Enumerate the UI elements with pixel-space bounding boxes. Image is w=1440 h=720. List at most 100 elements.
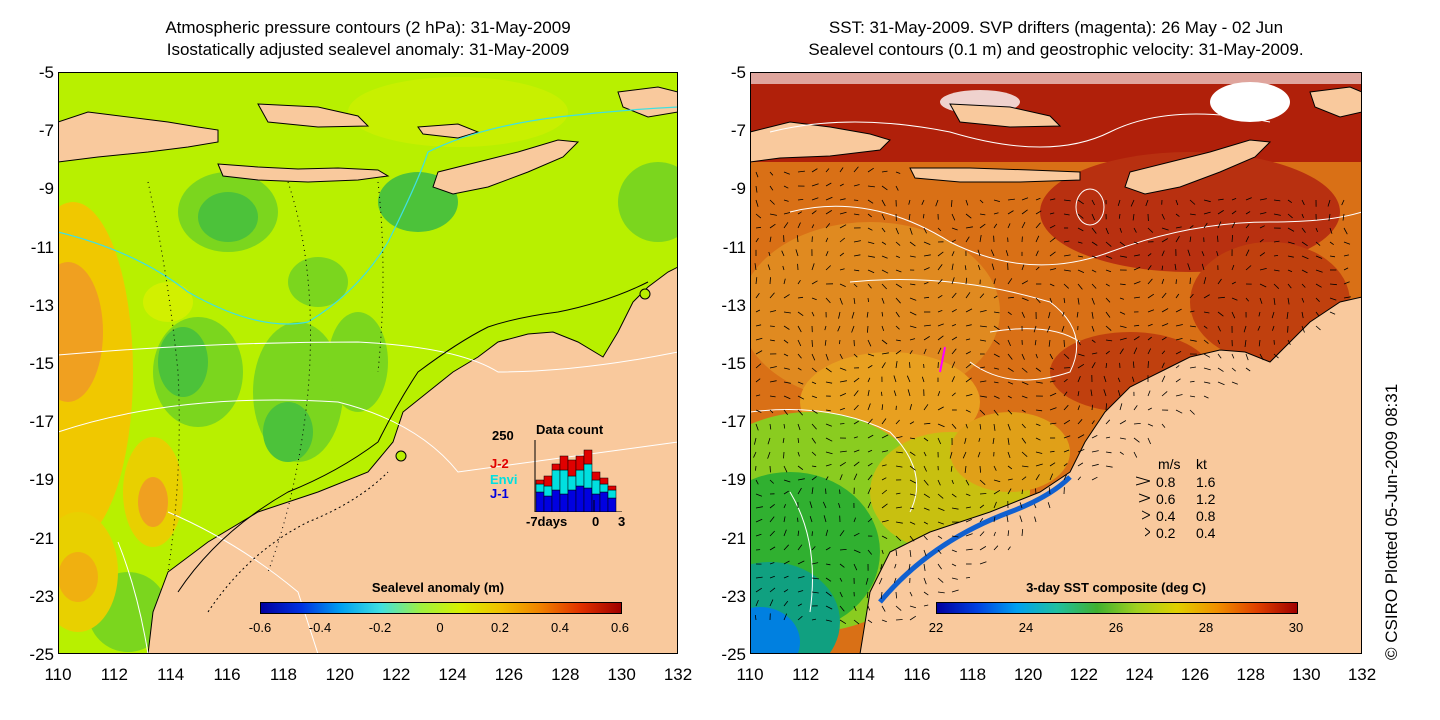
velocity-arrow xyxy=(1175,199,1179,206)
velocity-arrow xyxy=(1161,250,1165,257)
velocity-arrow xyxy=(1301,227,1306,233)
velocity-arrow xyxy=(1301,325,1305,333)
velocity-arrow xyxy=(1035,488,1037,495)
velocity-arrow xyxy=(1035,474,1040,481)
velocity-arrow xyxy=(783,504,786,509)
right-x-tick-label: 128 xyxy=(1236,665,1265,684)
velocity-arrow xyxy=(923,267,930,271)
velocity-arrow xyxy=(1035,423,1041,426)
velocity-arrow xyxy=(993,339,1000,345)
velocity-arrow xyxy=(1315,227,1318,233)
velocity-arrow xyxy=(783,339,789,344)
left-colorbar-label: -0.6 xyxy=(248,620,272,635)
velocity-arrow xyxy=(1021,476,1027,481)
velocity-arrow xyxy=(1287,199,1293,204)
velocity-arrow xyxy=(1119,451,1124,455)
right-y-tick-label: -25 xyxy=(721,645,746,664)
velocity-arrow xyxy=(1119,337,1127,341)
velocity-arrow xyxy=(769,599,774,607)
velocity-arrow xyxy=(1217,296,1225,299)
velocity-arrow xyxy=(1231,264,1235,271)
velocity-arrow xyxy=(867,199,874,204)
velocity-arrow xyxy=(1063,419,1071,425)
velocity-arrow xyxy=(1132,213,1135,221)
velocity-arrow xyxy=(895,605,902,611)
velocity-arrow xyxy=(867,167,874,173)
velocity-arrow xyxy=(1245,353,1249,361)
velocity-arrow xyxy=(1063,269,1071,272)
velocity-arrow xyxy=(1062,311,1065,317)
velocity-arrow xyxy=(825,182,832,187)
velocity-arrow xyxy=(1133,347,1138,355)
velocity-arrow xyxy=(1175,226,1182,229)
velocity-arrow xyxy=(839,353,843,359)
velocity-arrow xyxy=(853,517,856,523)
right-y-tick-label: -11 xyxy=(722,237,746,257)
velocity-key-kt-value: 1.2 xyxy=(1196,491,1216,507)
velocity-arrow xyxy=(907,389,911,397)
velocity-arrow xyxy=(1187,263,1191,271)
velocity-arrow xyxy=(993,367,1000,370)
velocity-arrow xyxy=(937,227,942,232)
velocity-arrow xyxy=(1049,450,1055,453)
velocity-arrow xyxy=(951,577,958,580)
velocity-arrow xyxy=(992,437,995,444)
velocity-arrow xyxy=(1021,353,1025,360)
velocity-arrow xyxy=(1021,197,1029,201)
velocity-arrow xyxy=(1105,227,1109,235)
velocity-arrow xyxy=(1091,255,1097,259)
velocity-arrow xyxy=(867,501,872,509)
velocity-arrow xyxy=(1259,283,1267,288)
velocity-arrow xyxy=(1217,278,1222,285)
velocity-arrow xyxy=(839,297,843,305)
velocity-arrow xyxy=(825,265,831,271)
velocity-arrow xyxy=(977,264,981,271)
velocity-arrow xyxy=(1245,367,1251,372)
velocity-arrow xyxy=(797,544,803,551)
velocity-arrow xyxy=(895,549,898,557)
velocity-arrow xyxy=(1147,323,1153,327)
velocity-arrow xyxy=(881,311,884,317)
velocity-arrow xyxy=(811,487,814,495)
velocity-arrow xyxy=(1175,324,1183,327)
velocity-arrow xyxy=(853,549,861,554)
velocity-arrow xyxy=(965,363,972,369)
velocity-arrow xyxy=(825,619,832,622)
velocity-arrow xyxy=(965,199,969,206)
velocity-arrow xyxy=(1047,502,1051,509)
velocity-arrow xyxy=(839,252,845,257)
velocity-arrow xyxy=(755,277,758,285)
velocity-arrow xyxy=(1189,213,1196,216)
velocity-arrow xyxy=(1161,362,1165,369)
velocity-arrow xyxy=(1105,325,1112,331)
velocity-arrow xyxy=(1342,213,1345,221)
velocity-arrow xyxy=(880,563,883,570)
left-map-title-line2: Isostatically adjusted sealevel anomaly:… xyxy=(166,40,570,59)
velocity-arrow xyxy=(853,297,856,304)
velocity-arrow xyxy=(1231,234,1233,243)
velocity-arrow xyxy=(1119,420,1127,425)
velocity-arrow xyxy=(1063,240,1070,243)
velocity-arrow xyxy=(1119,255,1127,258)
velocity-arrow xyxy=(783,516,786,523)
velocity-arrow xyxy=(923,404,929,411)
velocity-arrow xyxy=(951,535,959,538)
velocity-arrow xyxy=(755,479,759,485)
velocity-arrow xyxy=(1005,250,1009,257)
velocity-key-arrow-icon xyxy=(1142,510,1150,520)
velocity-arrow xyxy=(921,376,925,383)
velocity-arrow xyxy=(895,506,902,509)
velocity-arrow xyxy=(1245,211,1251,215)
velocity-arrow xyxy=(965,548,973,551)
inset-legend-j2: J-2 xyxy=(490,456,509,471)
inset-histogram xyxy=(534,440,622,512)
left-x-tick-label: 124 xyxy=(438,665,467,684)
velocity-arrow xyxy=(937,323,944,327)
velocity-arrow xyxy=(867,241,875,244)
velocity-arrow xyxy=(937,251,944,257)
velocity-arrow xyxy=(1133,281,1141,285)
velocity-arrow xyxy=(1231,210,1237,215)
velocity-arrow xyxy=(1063,283,1069,289)
velocity-arrow xyxy=(1147,293,1155,299)
velocity-arrow xyxy=(881,464,887,467)
